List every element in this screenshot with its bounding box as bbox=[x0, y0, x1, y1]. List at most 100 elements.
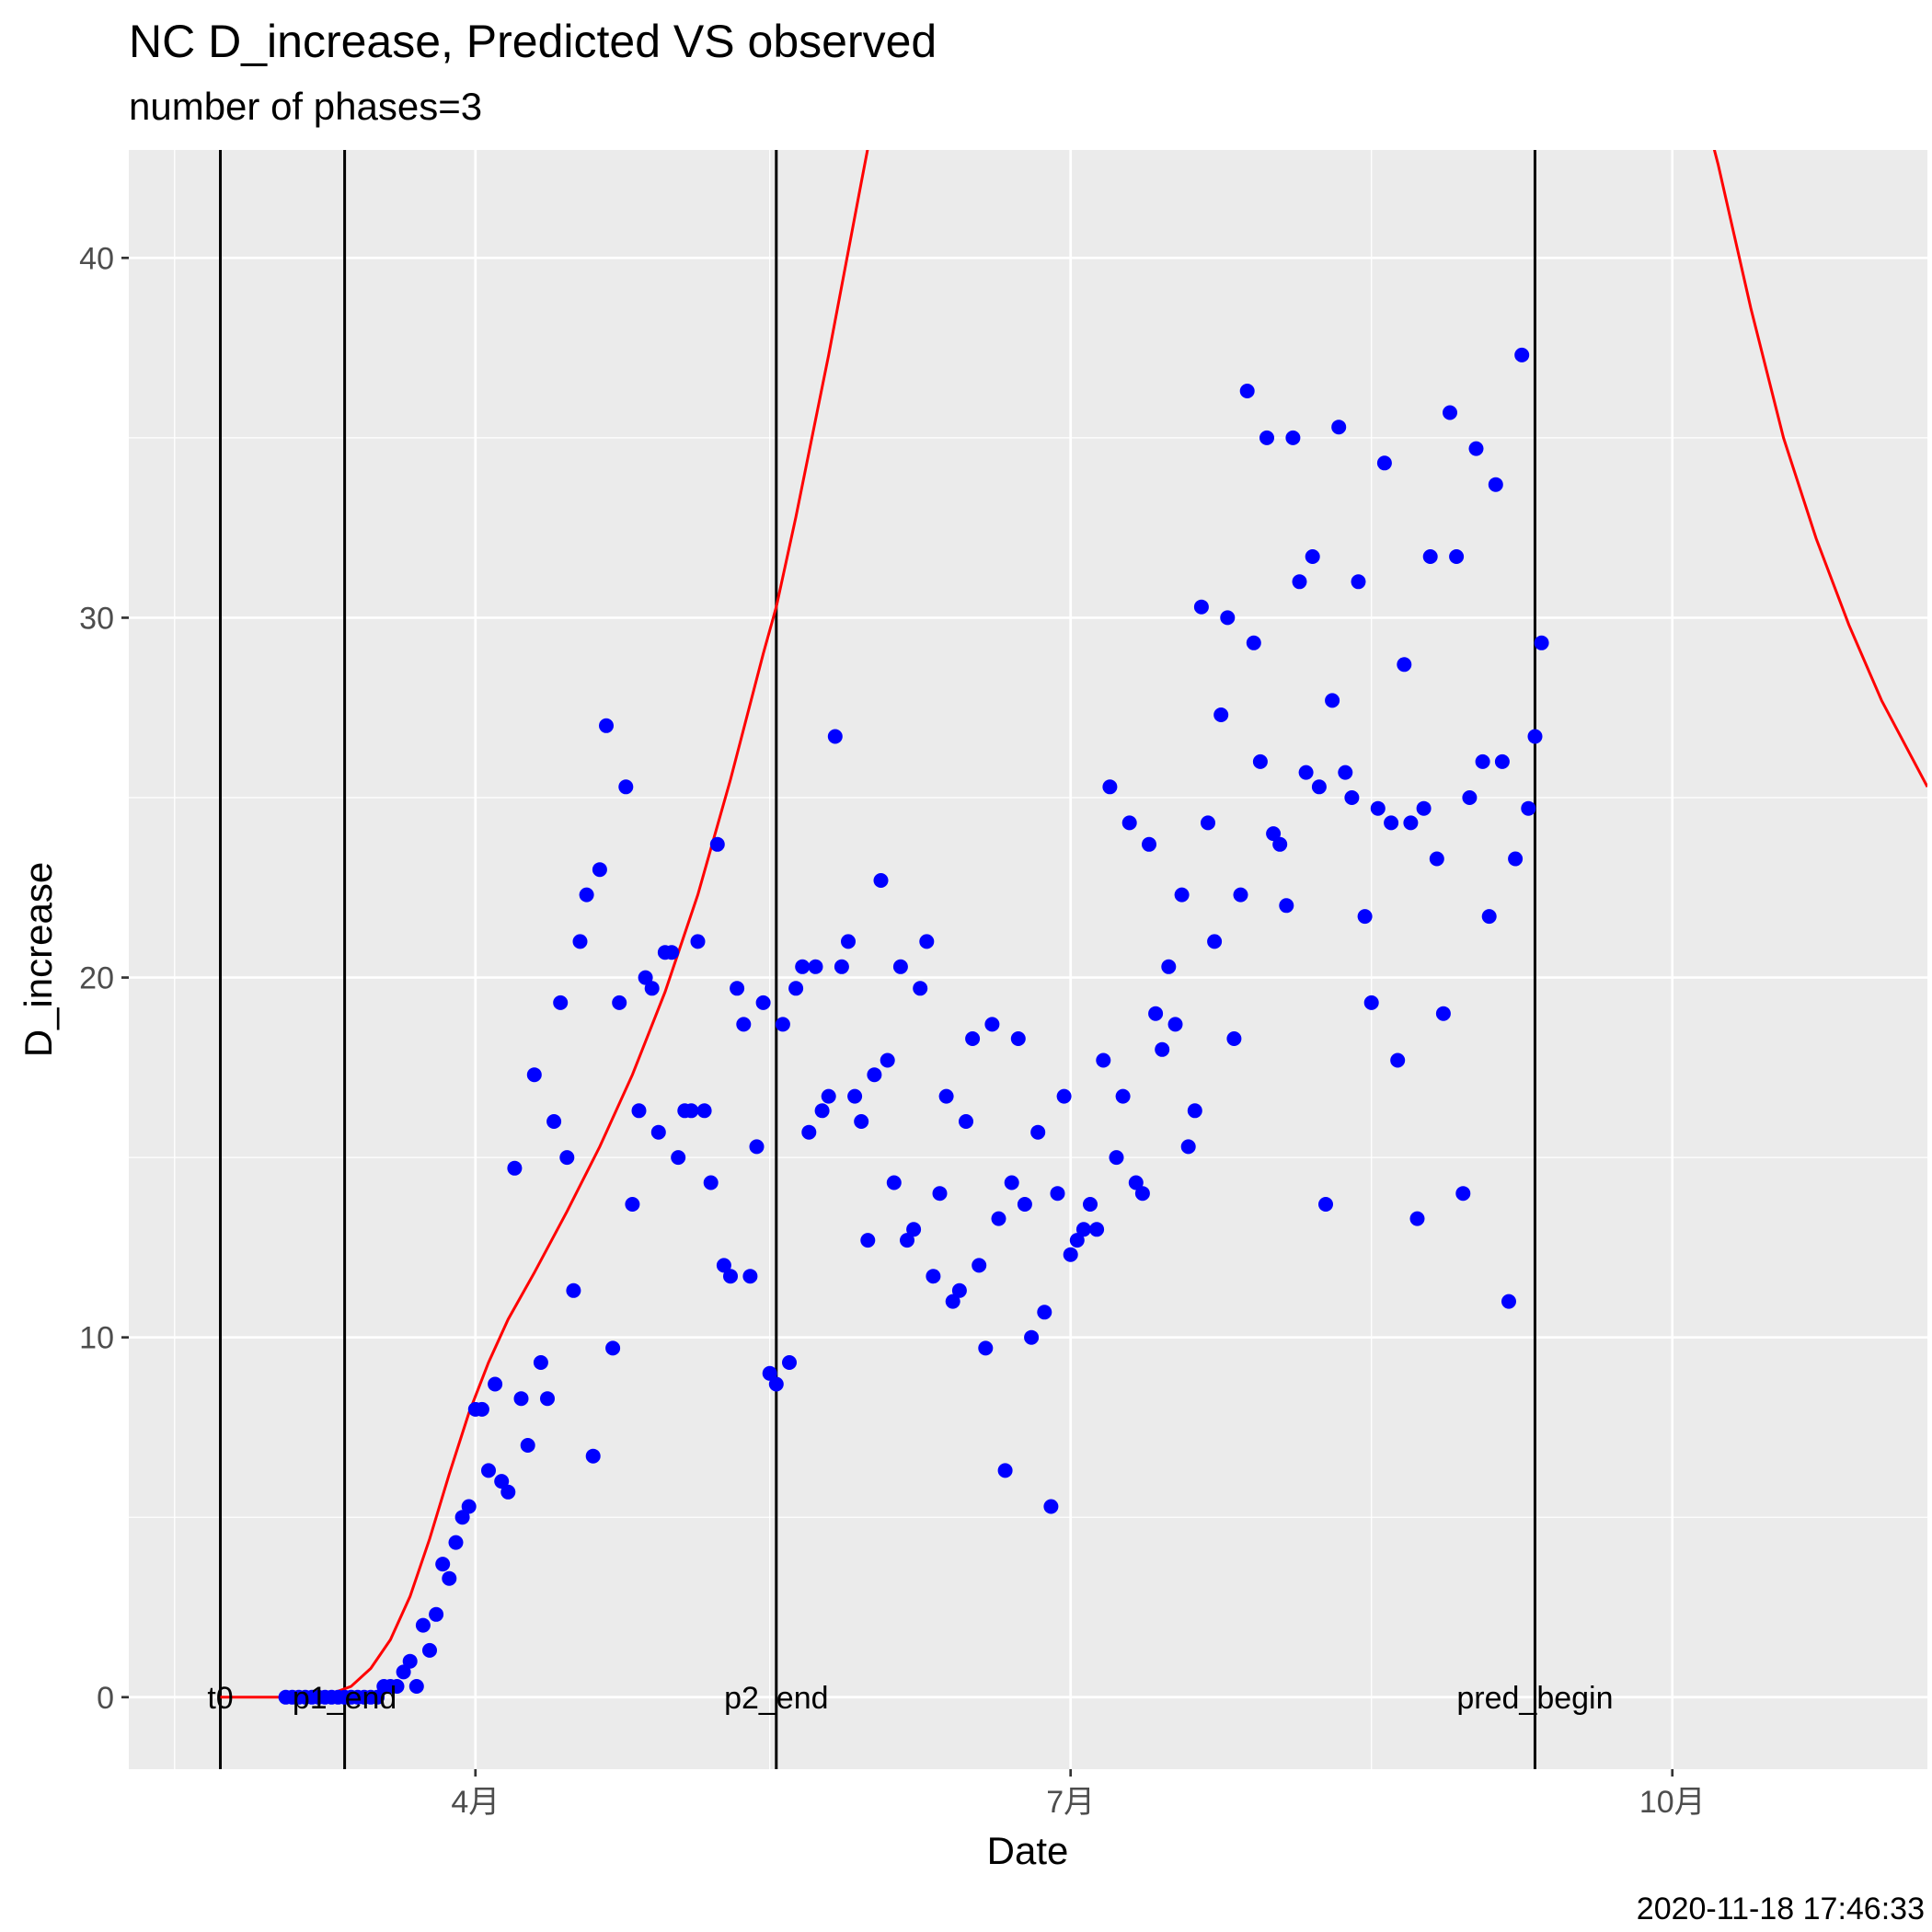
observed-point bbox=[1285, 430, 1301, 445]
observed-point bbox=[1390, 1052, 1406, 1068]
phase-line-label: p1_end bbox=[293, 1681, 397, 1716]
y-tick-label: 30 bbox=[79, 601, 114, 636]
observed-point bbox=[1259, 430, 1274, 445]
observed-point bbox=[808, 959, 823, 974]
observed-point bbox=[408, 1679, 424, 1694]
observed-point bbox=[1488, 477, 1503, 492]
chart-title: NC D_increase, Predicted VS observed bbox=[129, 16, 937, 67]
observed-point bbox=[1109, 1150, 1124, 1166]
observed-point bbox=[1449, 549, 1465, 564]
observed-point bbox=[631, 1103, 647, 1119]
phase-line-label: t0 bbox=[207, 1681, 233, 1716]
observed-point bbox=[951, 1282, 967, 1298]
observed-point bbox=[1050, 1186, 1065, 1202]
observed-point bbox=[1083, 1197, 1098, 1212]
observed-point bbox=[1429, 851, 1444, 867]
observed-point bbox=[1056, 1088, 1072, 1104]
observed-point bbox=[1102, 779, 1118, 795]
observed-point bbox=[1030, 1124, 1046, 1140]
observed-point bbox=[1344, 790, 1360, 805]
observed-point bbox=[768, 1376, 784, 1392]
observed-point bbox=[749, 1139, 765, 1155]
y-tick-label: 10 bbox=[79, 1321, 114, 1356]
observed-point bbox=[926, 1269, 941, 1284]
observed-point bbox=[1024, 1329, 1040, 1345]
observed-point bbox=[1422, 549, 1438, 564]
observed-point bbox=[1527, 729, 1543, 744]
observed-point bbox=[696, 1103, 712, 1119]
observed-point bbox=[1338, 765, 1353, 780]
observed-point bbox=[860, 1233, 876, 1248]
observed-point bbox=[1443, 405, 1457, 420]
observed-point bbox=[1096, 1052, 1111, 1068]
axes: 0 10 20 30 40 4月 7月 10月 bbox=[79, 241, 1705, 1820]
observed-point bbox=[978, 1340, 994, 1356]
observed-point bbox=[592, 862, 607, 878]
observed-point bbox=[494, 1474, 510, 1489]
observed-point bbox=[540, 1391, 555, 1407]
observed-point bbox=[415, 1617, 431, 1633]
observed-point bbox=[1207, 934, 1223, 949]
observed-point bbox=[1167, 1017, 1183, 1032]
x-tick-label: 10月 bbox=[1639, 1785, 1706, 1820]
observed-point bbox=[795, 959, 811, 974]
observed-point bbox=[782, 1355, 797, 1370]
observed-point bbox=[684, 1103, 699, 1119]
phase-line-label: pred_begin bbox=[1456, 1681, 1613, 1716]
observed-point bbox=[827, 729, 843, 744]
observed-point bbox=[1226, 1031, 1242, 1046]
observed-point bbox=[1462, 790, 1478, 805]
observed-point bbox=[959, 1114, 973, 1129]
observed-point bbox=[638, 970, 653, 985]
observed-point bbox=[559, 1150, 575, 1166]
y-tick-label: 0 bbox=[97, 1681, 114, 1716]
observed-point bbox=[880, 1052, 895, 1068]
observed-point bbox=[520, 1438, 535, 1453]
observed-point bbox=[1266, 826, 1282, 842]
observed-point bbox=[1134, 1186, 1150, 1202]
observed-point bbox=[854, 1114, 869, 1129]
observed-point bbox=[448, 1535, 464, 1550]
observed-point bbox=[1416, 800, 1432, 816]
observed-point bbox=[945, 1294, 960, 1309]
observed-point bbox=[1331, 420, 1347, 435]
observed-point bbox=[1174, 887, 1190, 903]
observed-point bbox=[919, 934, 935, 949]
observed-point bbox=[579, 887, 594, 903]
observed-point bbox=[1128, 1175, 1144, 1190]
observed-point bbox=[775, 1017, 790, 1032]
observed-point bbox=[913, 981, 928, 996]
observed-point bbox=[599, 718, 614, 733]
observed-point bbox=[618, 779, 634, 795]
observed-point bbox=[1239, 384, 1255, 398]
observed-point bbox=[422, 1642, 437, 1658]
observed-point bbox=[513, 1391, 529, 1407]
observed-series bbox=[278, 347, 1549, 1705]
observed-point bbox=[709, 836, 725, 852]
observed-point bbox=[396, 1664, 411, 1680]
observed-point bbox=[507, 1160, 523, 1176]
observed-point bbox=[1318, 1197, 1333, 1212]
observed-point bbox=[461, 1499, 477, 1514]
observed-point bbox=[585, 1448, 601, 1464]
y-tick-label: 40 bbox=[79, 241, 114, 276]
observed-point bbox=[886, 1175, 902, 1190]
observed-point bbox=[1475, 753, 1490, 769]
observed-point bbox=[1089, 1222, 1105, 1237]
observed-point bbox=[984, 1017, 1000, 1032]
observed-point bbox=[814, 1103, 830, 1119]
observed-point bbox=[965, 1031, 981, 1046]
observed-point bbox=[723, 1269, 738, 1284]
observed-point bbox=[736, 1017, 752, 1032]
observed-point bbox=[972, 1258, 987, 1273]
observed-point bbox=[1161, 959, 1177, 974]
observed-point bbox=[1010, 1031, 1026, 1046]
observed-point bbox=[755, 995, 771, 1010]
observed-point bbox=[703, 1175, 719, 1190]
observed-point bbox=[906, 1222, 922, 1237]
observed-point bbox=[1292, 574, 1307, 590]
observed-point bbox=[533, 1355, 548, 1370]
phase-labels: t0 p1_end p2_end pred_begin bbox=[207, 1681, 1613, 1716]
observed-point bbox=[1037, 1305, 1052, 1320]
